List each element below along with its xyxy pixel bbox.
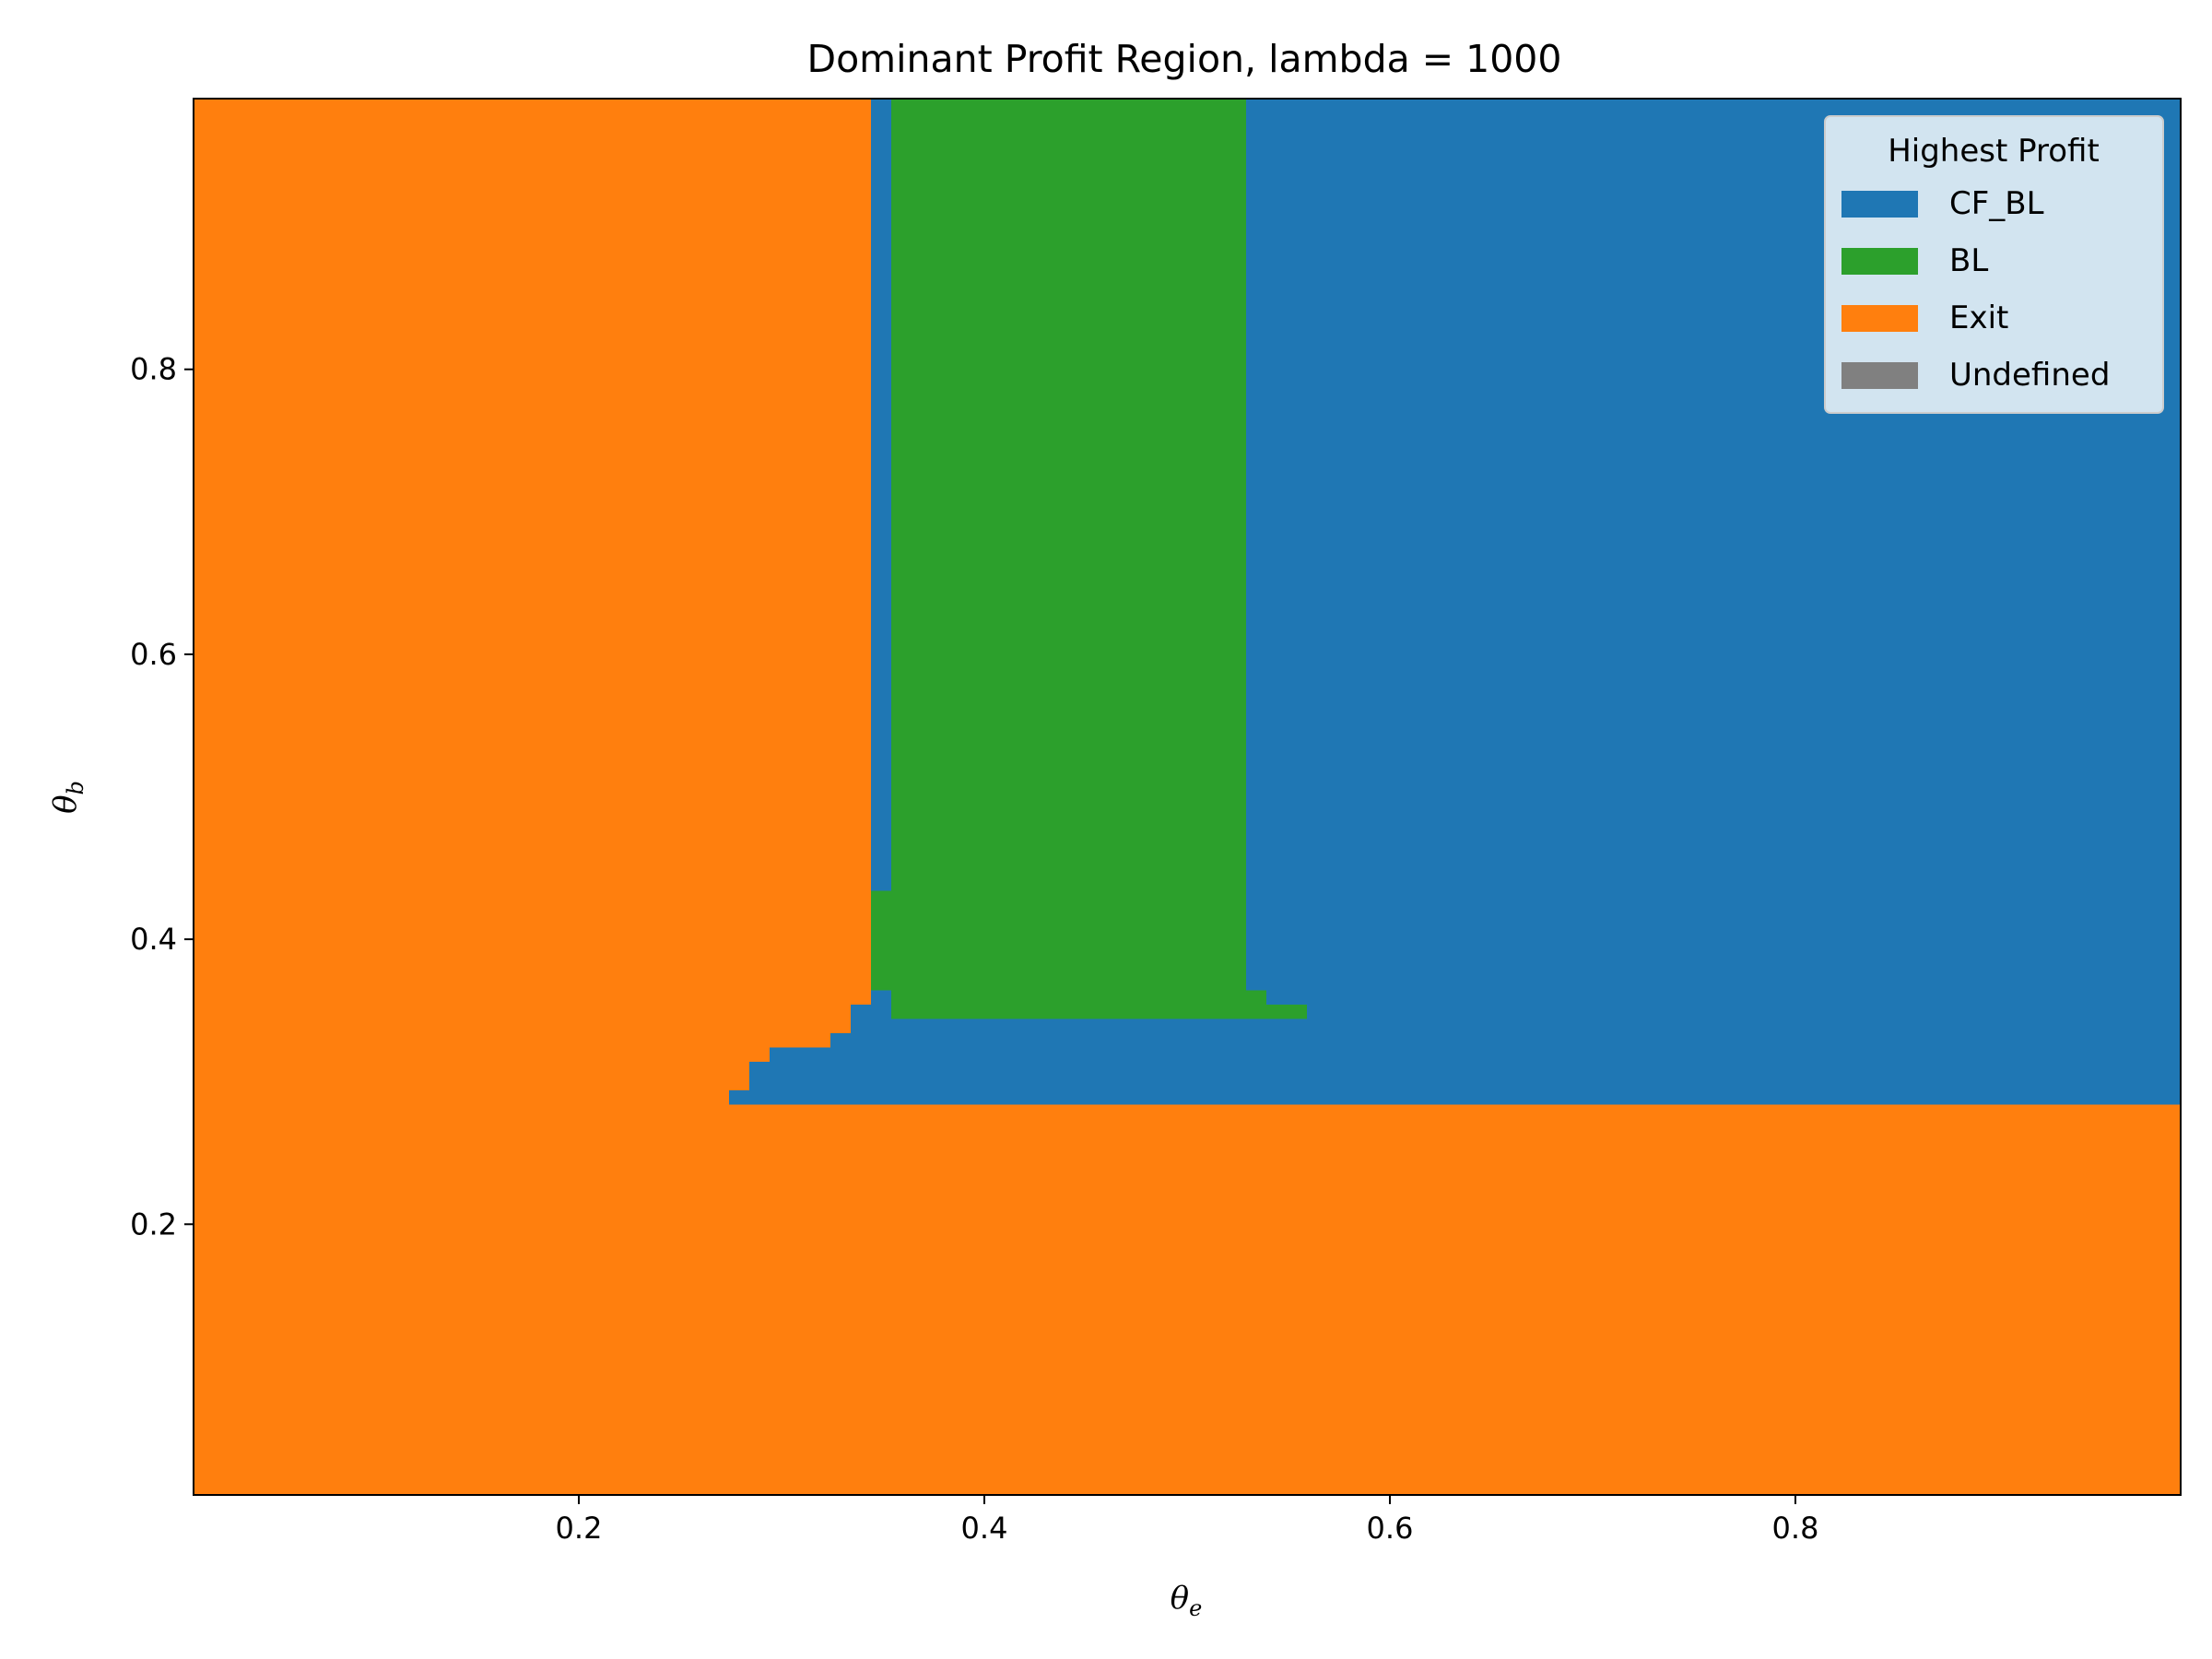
- y-axis-label: θb: [47, 781, 88, 814]
- x-axis-label-sub: e: [1189, 1595, 1202, 1621]
- y-tick-label: 0.4: [130, 922, 177, 957]
- x-axis-label-base: θ: [1171, 1580, 1189, 1617]
- legend-swatch-undefined: [1841, 362, 1918, 389]
- y-tick-label: 0.2: [130, 1206, 177, 1241]
- legend-swatch-cf-bl: [1841, 191, 1918, 218]
- x-tick-label: 0.2: [556, 1511, 603, 1546]
- y-tick-label: 0.6: [130, 637, 177, 672]
- legend-swatch-bl: [1841, 248, 1918, 275]
- region-cf-bl-7: [870, 99, 891, 891]
- y-axis-label-sub: b: [63, 781, 88, 794]
- x-tick-label: 0.8: [1772, 1511, 1819, 1546]
- y-axis: 0.2 0.4 0.6 0.8: [130, 352, 194, 1241]
- legend-label-bl: BL: [1949, 242, 1988, 279]
- legend-label-exit: Exit: [1949, 300, 2008, 336]
- legend-box: [1824, 115, 2164, 414]
- legend-title: Highest Profit: [1888, 133, 2100, 170]
- region-bl-10: [1245, 990, 1266, 1019]
- y-axis-label-base: θ: [47, 794, 84, 813]
- legend-entries: CF_BL BL Exit Undefined: [1841, 185, 2110, 394]
- plot-frame: [193, 98, 2182, 1496]
- region-cf-bl-3: [830, 1033, 2181, 1048]
- x-axis: 0.2 0.4 0.6 0.8: [556, 1495, 1819, 1546]
- region-bl-9: [870, 890, 891, 991]
- legend-label-undefined: Undefined: [1949, 357, 2110, 394]
- region-cf-bl-0: [728, 1089, 2181, 1105]
- x-tick-label: 0.4: [961, 1511, 1008, 1546]
- legend-swatch-exit: [1841, 305, 1918, 332]
- region-cf-bl-1: [748, 1062, 2181, 1090]
- legend-label-cf-bl: CF_BL: [1949, 185, 2044, 222]
- region-cf-bl-2: [769, 1047, 2181, 1063]
- chart-title: Dominant Profit Region, lambda = 1000: [807, 37, 1562, 81]
- x-axis-label: θe: [1171, 1580, 1203, 1621]
- legend: Highest Profit CF_BL BL Exit Undefined: [1824, 115, 2164, 414]
- region-bl-8: [890, 99, 1246, 1019]
- y-tick-label: 0.8: [130, 352, 177, 387]
- region-bl-11: [1265, 1005, 1307, 1019]
- x-tick-label: 0.6: [1367, 1511, 1414, 1546]
